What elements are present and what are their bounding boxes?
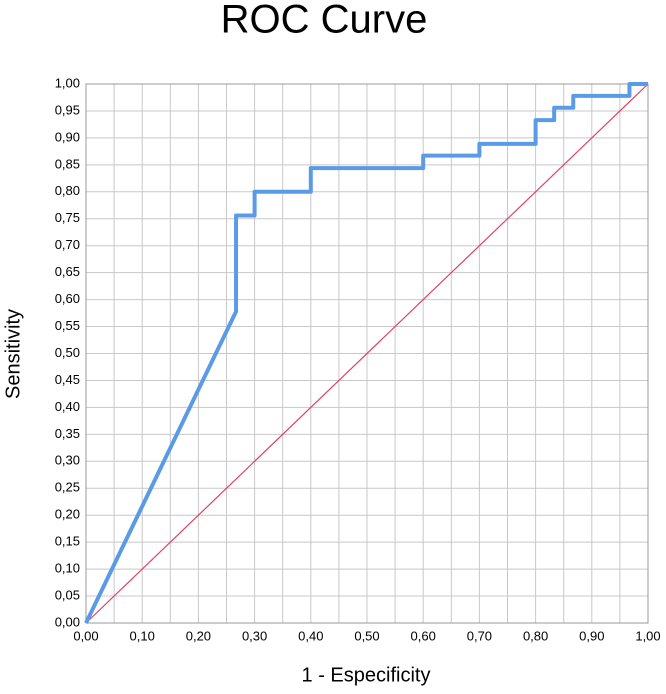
y-tick-label: 0,90 [55, 129, 80, 144]
x-tick-label: 0,30 [242, 628, 267, 643]
y-tick-label: 0,85 [55, 156, 80, 171]
y-tick-label: 0,60 [55, 291, 80, 306]
y-tick-label: 0,75 [55, 210, 80, 225]
y-tick-label: 0,45 [55, 372, 80, 387]
x-tick-label: 1,00 [635, 628, 660, 643]
y-tick-label: 0,30 [55, 453, 80, 468]
x-tick-label: 0,10 [130, 628, 155, 643]
y-tick-label: 0,70 [55, 237, 80, 252]
x-tick-label: 0,00 [73, 628, 98, 643]
y-tick-label: 0,40 [55, 399, 80, 414]
x-tick-label: 0,20 [186, 628, 211, 643]
y-tick-label: 0,00 [55, 614, 80, 629]
x-tick-label: 0,70 [467, 628, 492, 643]
y-tick-label: 0,35 [55, 426, 80, 441]
x-axis-label: 1 - Especificity [302, 664, 431, 686]
y-tick-label: 0,15 [55, 534, 80, 549]
y-tick-label: 0,80 [55, 183, 80, 198]
chart-title: ROC Curve [221, 0, 428, 42]
y-tick-label: 0,25 [55, 480, 80, 495]
plot-frame [85, 83, 649, 624]
y-tick-label: 0,55 [55, 318, 80, 333]
y-tick-label: 0,65 [55, 264, 80, 279]
x-tick-label: 0,40 [298, 628, 323, 643]
line [84, 82, 648, 624]
y-tick-label: 1,00 [55, 75, 80, 90]
y-tick-label: 0,10 [55, 561, 80, 576]
y-tick-label: 0,20 [55, 507, 80, 522]
y-tick-label: 0,95 [55, 102, 80, 117]
x-tick-label: 0,80 [523, 628, 548, 643]
x-tick-label: 0,50 [354, 628, 379, 643]
x-tick-label: 0,60 [411, 628, 436, 643]
y-tick-label: 0,50 [55, 345, 80, 360]
x-tick-label: 0,90 [579, 628, 604, 643]
y-axis-label: Sensitivity [2, 309, 24, 399]
line [85, 83, 649, 624]
y-tick-label: 0,05 [55, 587, 80, 602]
